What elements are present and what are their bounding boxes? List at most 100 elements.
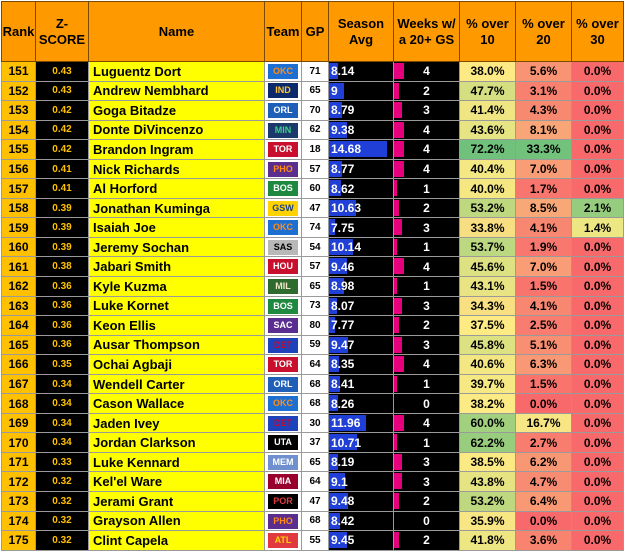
- team-badge: MEM: [268, 454, 298, 470]
- weeks-bar: [394, 453, 402, 470]
- weeks-cell: 3: [393, 295, 460, 317]
- season-avg-bar: [329, 141, 387, 158]
- z-score-cell: 0.36: [35, 315, 89, 336]
- team-cell: MIA: [264, 471, 302, 493]
- weeks-value: 4: [423, 259, 430, 274]
- weeks-cell: 3: [393, 100, 460, 121]
- weeks-value: 1: [423, 181, 430, 196]
- season-avg-bar: [329, 278, 344, 295]
- season-avg-bar: [329, 356, 339, 373]
- over-10-cell: 38.2%: [459, 393, 516, 414]
- player-name-cell: Kyle Kuzma: [88, 276, 265, 297]
- z-score-cell: 0.42: [35, 139, 89, 160]
- gp-cell: 62: [301, 119, 329, 141]
- weeks-bar: [394, 414, 404, 431]
- over-10-cell: 41.4%: [459, 100, 516, 121]
- rank-cell: 160: [1, 236, 36, 258]
- over-30-cell: 0.0%: [571, 315, 624, 336]
- season-avg-bar: [329, 82, 344, 99]
- rank-cell: 156: [1, 158, 36, 180]
- weeks-cell: 3: [393, 451, 460, 473]
- team-cell: PHO: [264, 158, 302, 180]
- player-name-cell: Isaiah Joe: [88, 217, 265, 238]
- table-row: 154 0.42 Donte DiVincenzo MIN 62 9.38 4 43.6% 8.…: [1, 119, 624, 141]
- team-badge: SAC: [268, 318, 298, 334]
- team-badge: BOS: [268, 181, 298, 197]
- team-cell: BOS: [264, 178, 302, 199]
- z-score-cell: 0.39: [35, 236, 89, 258]
- over-20-cell: 1.9%: [515, 236, 572, 258]
- season-avg-bar: [329, 395, 338, 412]
- team-badge: ORL: [268, 376, 298, 392]
- weeks-bar: [394, 473, 402, 490]
- table-row: 156 0.41 Nick Richards PHO 57 8.77 4 40.4% 7.0% 0…: [1, 158, 624, 180]
- weeks-value: 1: [423, 240, 430, 255]
- header-rank[interactable]: Rank: [1, 1, 36, 62]
- season-avg-value: 7.75: [331, 220, 355, 235]
- team-badge: TOR: [268, 142, 298, 158]
- over-10-cell: 43.8%: [459, 471, 516, 493]
- over-10-cell: 38.5%: [459, 451, 516, 473]
- player-name-cell: Keon Ellis: [88, 315, 265, 336]
- team-badge: ORL: [268, 103, 298, 119]
- season-avg-bar: [329, 258, 347, 275]
- table-row: 155 0.42 Brandon Ingram TOR 18 14.68 4 72.2% 33.…: [1, 139, 624, 160]
- weeks-cell: 3: [393, 217, 460, 238]
- header-over-20[interactable]: % over 20: [515, 1, 572, 62]
- header-weeks[interactable]: Weeks w/ a 20+ GS: [393, 1, 460, 62]
- weeks-value: 2: [423, 318, 430, 333]
- weeks-cell: 4: [393, 412, 460, 434]
- season-avg-value: 8.26: [331, 396, 355, 411]
- header-team[interactable]: Team: [264, 1, 302, 62]
- weeks-value: 2: [423, 533, 430, 548]
- z-score-cell: 0.42: [35, 119, 89, 141]
- header-gp[interactable]: GP: [301, 1, 329, 62]
- season-avg-cell: 9.1: [328, 471, 394, 493]
- z-score-cell: 0.41: [35, 178, 89, 199]
- weeks-value: 4: [423, 162, 430, 176]
- season-avg-value: 8.77: [331, 162, 355, 176]
- over-30-cell: 0.0%: [571, 178, 624, 199]
- weeks-bar: [394, 160, 404, 177]
- weeks-bar: [394, 238, 397, 255]
- header-over-30[interactable]: % over 30: [571, 1, 624, 62]
- gp-cell: 54: [301, 236, 329, 258]
- season-avg-bar: [329, 160, 342, 177]
- over-30-cell: 0.0%: [571, 334, 624, 356]
- team-badge: MIA: [268, 474, 298, 490]
- table-row: 163 0.36 Luke Kornet BOS 73 8.07 3 34.3% 4.1% 0.0…: [1, 295, 624, 317]
- team-badge: HOU: [268, 259, 298, 275]
- header-season-avg[interactable]: Season Avg: [328, 1, 394, 62]
- season-avg-value: 8.98: [331, 279, 355, 294]
- weeks-value: 0: [423, 396, 430, 411]
- weeks-value: 3: [423, 298, 430, 313]
- weeks-cell: 4: [393, 139, 460, 160]
- over-20-cell: 6.2%: [515, 451, 572, 473]
- weeks-value: 1: [423, 377, 430, 392]
- season-avg-cell: 9.45: [328, 530, 394, 551]
- gp-cell: 74: [301, 217, 329, 238]
- player-name-cell: Jaden Ivey: [88, 412, 265, 434]
- team-cell: SAS: [264, 236, 302, 258]
- header-name[interactable]: Name: [88, 1, 265, 62]
- season-avg-bar: [329, 63, 338, 79]
- table-row: 170 0.34 Jordan Clarkson UTA 37 10.71 1 62.2% 2.…: [1, 432, 624, 453]
- season-avg-value: 8.41: [331, 377, 355, 392]
- season-avg-bar: [329, 493, 348, 510]
- rank-cell: 169: [1, 412, 36, 434]
- over-20-cell: 0.0%: [515, 510, 572, 532]
- weeks-bar: [394, 356, 404, 373]
- season-avg-value: 7.77: [331, 318, 355, 333]
- over-10-cell: 43.1%: [459, 276, 516, 297]
- over-30-cell: 0.0%: [571, 80, 624, 102]
- over-20-cell: 4.1%: [515, 295, 572, 317]
- table-row: 172 0.32 Kel'el Ware MIA 64 9.1 3 43.8% 4.7% 0.0%: [1, 471, 624, 493]
- gp-cell: 80: [301, 315, 329, 336]
- header-over-10[interactable]: % over 10: [459, 1, 516, 62]
- header-z-score[interactable]: Z-SCORE: [35, 1, 89, 62]
- team-badge: UTA: [268, 435, 298, 451]
- table-row: 157 0.41 Al Horford BOS 60 8.62 1 40.0% 1.7% 0.0%: [1, 178, 624, 199]
- over-10-cell: 34.3%: [459, 295, 516, 317]
- rank-cell: 164: [1, 315, 36, 336]
